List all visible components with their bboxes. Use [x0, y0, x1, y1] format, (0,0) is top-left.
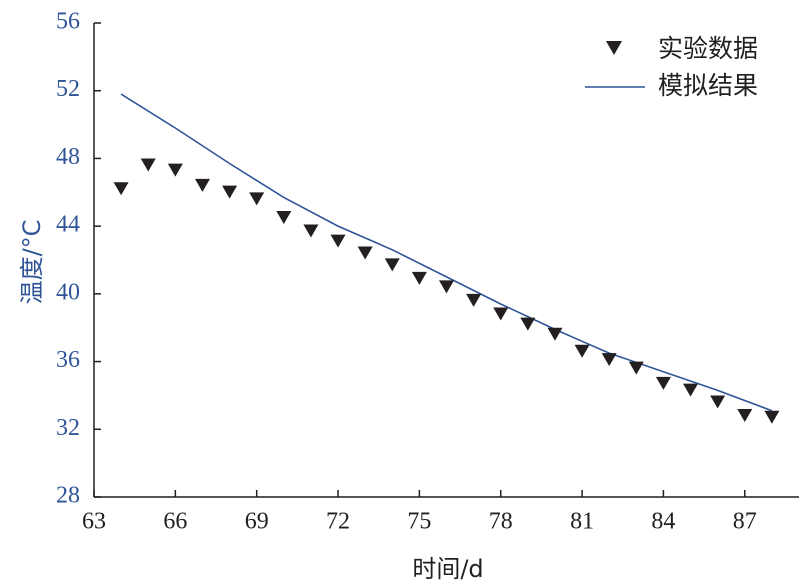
y-tick-label: 40 — [56, 279, 80, 305]
x-tick-label: 69 — [245, 509, 269, 535]
x-tick-label: 75 — [407, 509, 431, 535]
y-tick-label: 52 — [56, 76, 80, 102]
x-tick-label: 66 — [163, 509, 187, 535]
y-tick-label: 56 — [56, 9, 80, 35]
y-tick-label: 32 — [56, 415, 80, 441]
y-tick-label: 44 — [56, 212, 80, 238]
experiment-point — [655, 376, 671, 390]
experiment-point — [764, 410, 780, 424]
experiment-point — [574, 344, 590, 358]
experiment-point — [466, 293, 482, 307]
experiment-point — [140, 158, 156, 172]
experiment-point — [113, 182, 129, 196]
series-simulation — [120, 93, 773, 412]
experiment-point — [194, 178, 210, 192]
legend-label-simulation: 模拟结果 — [658, 71, 758, 100]
y-tick-label: 36 — [56, 347, 80, 373]
x-axis-title: 时间/d — [412, 555, 483, 583]
x-tick-label: 78 — [489, 509, 513, 535]
y-ticks: 28 32 36 40 44 48 52 56 — [56, 9, 101, 509]
experiment-point — [303, 224, 319, 238]
experiment-point — [249, 192, 265, 206]
experiment-point — [710, 395, 726, 409]
experiment-point — [628, 361, 644, 375]
experiment-point — [384, 258, 400, 272]
experiment-point — [683, 383, 699, 397]
experiment-point — [520, 317, 536, 331]
axes — [93, 23, 799, 498]
x-tick-label: 84 — [651, 509, 675, 535]
x-tick-label: 87 — [733, 509, 757, 535]
experiment-point — [493, 307, 509, 321]
x-ticks: 63 66 69 72 75 78 81 84 87 — [82, 490, 757, 535]
experiment-point — [276, 210, 292, 224]
experiment-point — [357, 246, 373, 260]
experiment-point — [222, 185, 238, 199]
experiment-point — [330, 234, 346, 248]
experiment-point — [547, 327, 563, 341]
experiment-point — [737, 409, 753, 423]
legend-marker-experiment — [606, 41, 622, 55]
y-tick-label: 28 — [56, 483, 80, 509]
series-experiment — [113, 158, 780, 424]
y-tick-label: 48 — [56, 144, 80, 170]
x-tick-label: 72 — [326, 509, 350, 535]
experiment-point — [411, 271, 427, 285]
x-tick-label: 81 — [570, 509, 594, 535]
y-axis-title: 温度/°C — [18, 220, 46, 305]
x-tick-label: 63 — [82, 509, 106, 535]
simulation-line — [120, 93, 773, 412]
legend: 实验数据 模拟结果 — [585, 34, 758, 100]
experiment-point — [439, 280, 454, 294]
experiment-point — [601, 353, 617, 367]
legend-label-experiment: 实验数据 — [658, 34, 758, 63]
experiment-point — [167, 163, 183, 177]
